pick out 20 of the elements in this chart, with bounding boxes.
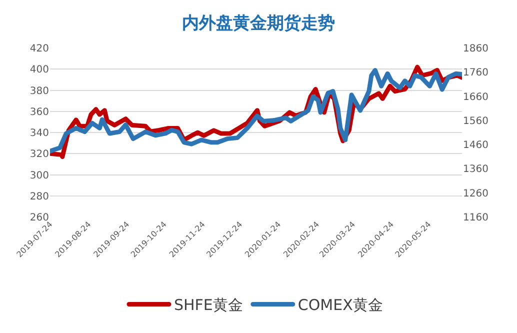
y2-tick-label: 1360 bbox=[463, 164, 488, 176]
y-tick-label: 280 bbox=[30, 191, 49, 202]
y2-tick-label: 1460 bbox=[463, 140, 488, 152]
y-tick-label: 400 bbox=[30, 64, 49, 76]
legend-label: SHFE黄金 bbox=[174, 296, 243, 314]
legend-label: COMEX黄金 bbox=[298, 296, 383, 314]
y-tick-label: 320 bbox=[30, 149, 49, 160]
y-tick-label: 300 bbox=[30, 170, 49, 182]
y-tick-label: 360 bbox=[30, 106, 49, 118]
y2-tick-label: 1860 bbox=[463, 44, 488, 54]
chart-title: 内外盘黄金期货走势 bbox=[182, 14, 335, 34]
y2-tick-label: 1660 bbox=[463, 92, 488, 103]
y-tick-label: 260 bbox=[30, 212, 49, 224]
y2-tick-label: 1760 bbox=[463, 68, 488, 79]
y2-tick-label: 1160 bbox=[463, 212, 488, 224]
y2-tick-label: 1260 bbox=[463, 188, 488, 200]
y-tick-label: 340 bbox=[30, 128, 49, 139]
y-tick-label: 420 bbox=[30, 44, 49, 54]
y2-tick-label: 1560 bbox=[463, 116, 488, 127]
y-tick-label: 380 bbox=[30, 86, 49, 97]
